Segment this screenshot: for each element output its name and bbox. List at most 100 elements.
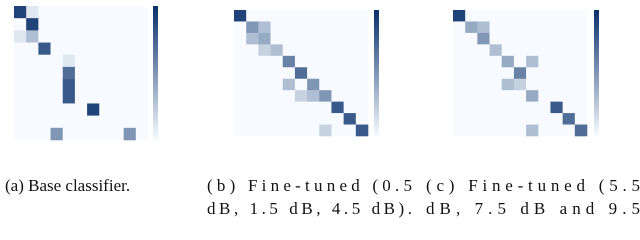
heatmap-cell — [465, 32, 478, 45]
heatmap-cell — [294, 113, 308, 125]
heatmap-cell — [513, 90, 527, 102]
heatmap-cell — [538, 10, 551, 22]
heatmap-cell — [319, 113, 332, 125]
heatmap-cell — [258, 78, 271, 91]
heatmap-cell — [319, 55, 332, 68]
heatmap-cell — [550, 90, 563, 102]
heatmap-cell — [111, 127, 124, 141]
heatmap-cell — [50, 115, 64, 129]
heatmap-cell — [574, 44, 588, 57]
heatmap-cell — [258, 32, 271, 45]
heatmap-cell — [246, 101, 259, 114]
heatmap-cell — [477, 78, 490, 91]
heatmap-cell — [562, 21, 576, 34]
heatmap-cell — [501, 21, 515, 34]
heatmap-cell — [550, 78, 563, 91]
heatmap-cell — [453, 113, 466, 125]
heatmap-cell — [38, 42, 51, 56]
heatmap-cell — [343, 32, 357, 45]
heatmap-cell — [123, 66, 137, 80]
heatmap-cell — [62, 6, 76, 19]
heatmap-cell — [282, 44, 296, 57]
heatmap-cell — [294, 67, 308, 80]
heatmap-cell — [501, 78, 515, 91]
heatmap-cell — [258, 21, 271, 34]
heatmap-cell — [574, 10, 588, 22]
heatmap-cell — [489, 32, 503, 45]
heatmap-cell — [111, 115, 124, 129]
heatmap-cell — [234, 55, 247, 68]
heatmap-cell — [562, 124, 576, 137]
heatmap-cell — [319, 78, 332, 91]
heatmap-cell — [99, 115, 112, 129]
heatmap-cell — [123, 54, 137, 68]
heatmap-cell — [282, 32, 296, 45]
heatmap-cell — [501, 44, 515, 57]
heatmap-cell — [501, 90, 515, 102]
heatmap-cell — [307, 55, 320, 68]
heatmap-cell — [513, 44, 527, 57]
heatmap-cell — [258, 124, 271, 137]
heatmap-cell — [550, 44, 563, 57]
heatmap-cell — [258, 113, 271, 125]
heatmap-cell — [14, 91, 27, 104]
heatmap-cell — [550, 10, 563, 22]
heatmap-cell — [355, 21, 369, 34]
heatmap-cell — [526, 55, 539, 68]
heatmap-cell — [111, 18, 124, 31]
heatmap-cell — [62, 54, 76, 68]
heatmap-cell — [307, 90, 320, 102]
heatmap-cell — [453, 124, 466, 137]
colorbar — [594, 10, 599, 136]
heatmap-cell — [14, 30, 27, 43]
heatmap-cell — [26, 30, 39, 43]
heatmap-cell — [477, 32, 490, 45]
heatmap-cell — [14, 115, 27, 129]
heatmap-cell — [26, 42, 39, 56]
heatmap-cell — [526, 44, 539, 57]
heatmap-cell — [465, 90, 478, 102]
heatmap-cell — [550, 124, 563, 137]
heatmap-cell — [501, 101, 515, 114]
heatmap-cell — [550, 113, 563, 125]
heatmap-cell — [282, 67, 296, 80]
heatmap-cell — [538, 21, 551, 34]
heatmap-cell — [50, 91, 64, 104]
heatmap-cell — [331, 113, 344, 125]
heatmap-cell — [526, 10, 539, 22]
heatmap-cell — [26, 127, 39, 141]
heatmap-cell — [526, 124, 539, 137]
heatmap-cell — [294, 44, 308, 57]
heatmap-cell — [294, 55, 308, 68]
heatmap-cell — [465, 113, 478, 125]
heatmap-cell — [343, 124, 357, 137]
heatmap-cell — [74, 79, 88, 92]
heatmap-cell — [538, 90, 551, 102]
heatmap-cell — [331, 101, 344, 114]
heatmap-cell — [513, 124, 527, 137]
heatmap-cell — [538, 32, 551, 45]
heatmap-cell — [123, 127, 137, 141]
heatmap-cell — [258, 55, 271, 68]
heatmap-cell — [50, 127, 64, 141]
heatmap-cell — [477, 124, 490, 137]
heatmap-cell — [246, 55, 259, 68]
heatmap-cell — [489, 90, 503, 102]
heatmap-cell — [282, 113, 296, 125]
heatmap-cell — [294, 124, 308, 137]
heatmap-cell — [38, 6, 51, 19]
heatmap-cell — [50, 79, 64, 92]
heatmap-cell — [453, 10, 466, 22]
heatmap-cell — [513, 101, 527, 114]
heatmap-cell — [87, 91, 100, 104]
heatmap-cell — [270, 44, 284, 57]
heatmap-cell — [270, 101, 284, 114]
heatmap-cell — [38, 103, 51, 116]
heatmap-cell — [538, 113, 551, 125]
heatmap-cell — [501, 32, 515, 45]
heatmap-cell — [513, 78, 527, 91]
heatmap-cell — [562, 55, 576, 68]
heatmap-cell — [526, 32, 539, 45]
heatmap-cell — [38, 91, 51, 104]
heatmap-cell — [355, 10, 369, 22]
